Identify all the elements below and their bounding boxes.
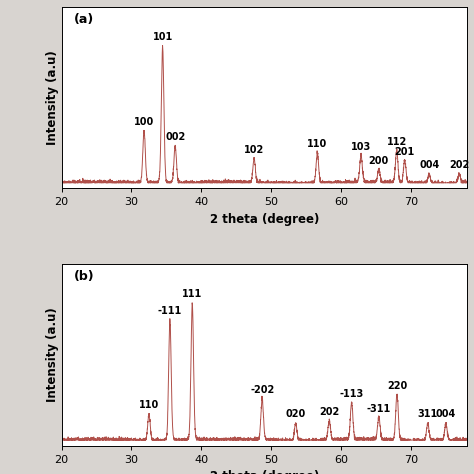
Text: 101: 101 <box>153 32 173 42</box>
X-axis label: 2 theta (degree): 2 theta (degree) <box>210 213 319 226</box>
Y-axis label: Intensity (a.u): Intensity (a.u) <box>46 308 59 402</box>
Text: -111: -111 <box>158 306 182 316</box>
Text: -113: -113 <box>339 389 364 399</box>
Text: -311: -311 <box>367 404 391 414</box>
Text: 004: 004 <box>436 410 456 419</box>
Text: (a): (a) <box>74 12 94 26</box>
Text: 111: 111 <box>182 290 202 300</box>
Text: 112: 112 <box>386 137 407 147</box>
Text: 103: 103 <box>351 142 371 152</box>
Text: 002: 002 <box>165 132 185 142</box>
Text: 004: 004 <box>419 160 439 171</box>
Text: 200: 200 <box>369 156 389 166</box>
Text: 201: 201 <box>394 147 415 157</box>
Text: 020: 020 <box>285 410 306 419</box>
Text: 110: 110 <box>139 400 159 410</box>
Text: 202: 202 <box>319 407 339 417</box>
Text: 202: 202 <box>449 160 469 171</box>
Text: 110: 110 <box>307 139 328 149</box>
Text: 311: 311 <box>418 410 438 419</box>
Y-axis label: Intensity (a.u): Intensity (a.u) <box>46 50 59 145</box>
Text: 220: 220 <box>387 381 407 391</box>
Text: -202: -202 <box>250 385 274 395</box>
Text: (b): (b) <box>74 270 94 283</box>
Text: 102: 102 <box>244 146 264 155</box>
Text: 100: 100 <box>134 117 154 127</box>
X-axis label: 2 theta (degree): 2 theta (degree) <box>210 470 319 474</box>
